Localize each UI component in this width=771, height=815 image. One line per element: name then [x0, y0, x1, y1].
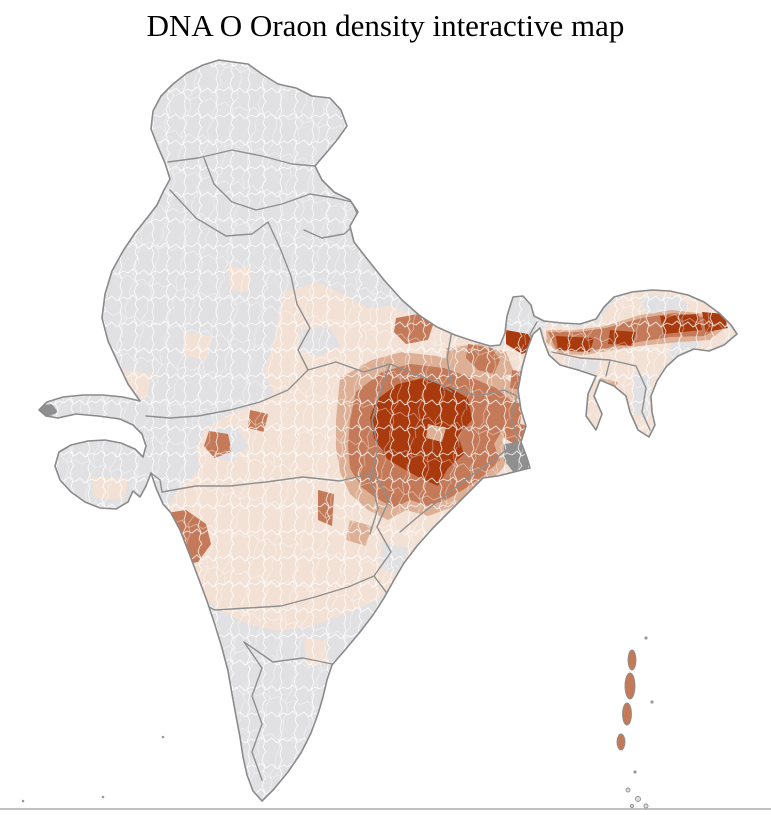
islet-dot-a: [644, 636, 648, 640]
india-outline: [38, 59, 738, 802]
andaman-island-south[interactable]: [622, 702, 632, 726]
lakshadweep-dot-b: [101, 795, 105, 799]
lakshadweep-dot-a: [161, 735, 165, 739]
islet-dot-c: [633, 770, 637, 774]
andaman-island-little[interactable]: [616, 733, 626, 751]
andaman-island-north[interactable]: [627, 649, 637, 671]
nicobar-island-a[interactable]: [625, 787, 631, 793]
nicobar-island-b[interactable]: [635, 796, 641, 802]
district-region-konkan-south[interactable]: [165, 560, 196, 622]
nicobar-island-d[interactable]: [630, 804, 634, 808]
lakshadweep-dot-c: [21, 799, 25, 803]
nicobar-island-c[interactable]: [643, 803, 649, 809]
page-title: DNA O Oraon density interactive map: [146, 8, 625, 43]
andaman-nicobar-islands: [616, 649, 649, 809]
andaman-island-middle[interactable]: [624, 672, 636, 700]
small-islets: [21, 636, 654, 803]
islet-dot-b: [650, 700, 654, 704]
